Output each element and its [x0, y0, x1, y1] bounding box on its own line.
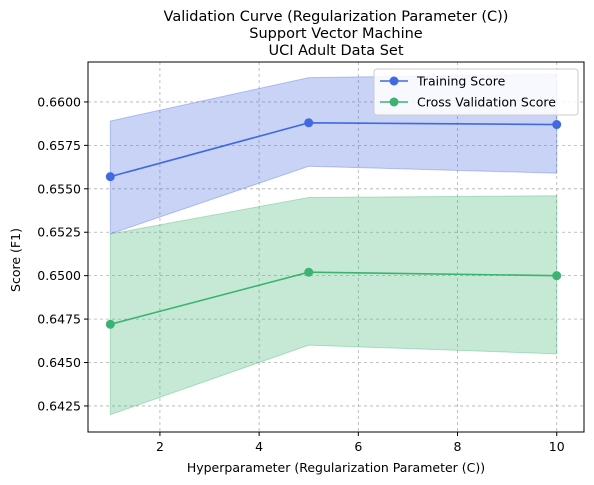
- chart-title: Validation Curve (Regularization Paramet…: [164, 9, 509, 59]
- plot-frame: [87, 61, 585, 433]
- legend-entry-label: Training Score: [416, 74, 506, 89]
- legend: Training Score Cross Validation Score: [373, 68, 579, 116]
- axis-ticks: 2 4 6 8 10 0.6425 0.6450 0.6475 0.6500 0.6525 0.65…: [37, 94, 564, 454]
- legend-marker-swatch: [389, 76, 399, 86]
- chart-title-line-2: Support Vector Machine: [249, 26, 423, 42]
- confidence-band-series-2: [109, 195, 558, 416]
- y-tick-label: 0.6450: [37, 355, 81, 370]
- series-lines: [105, 118, 562, 329]
- data-point-series-2: [304, 267, 314, 277]
- chart-title-line-3: UCI Adult Data Set: [268, 43, 403, 59]
- confidence-bands: [109, 73, 558, 416]
- x-tick-label: 4: [255, 439, 263, 454]
- data-point-series-1: [105, 172, 115, 182]
- data-point-series-2: [552, 271, 562, 281]
- x-tick-label: 6: [354, 439, 362, 454]
- x-tick-label: 8: [454, 439, 462, 454]
- y-tick-label: 0.6475: [37, 312, 81, 327]
- y-tick-label: 0.6550: [37, 181, 81, 196]
- y-tick-label: 0.6575: [37, 138, 81, 153]
- chart-title-line-1: Validation Curve (Regularization Paramet…: [164, 9, 509, 25]
- legend-box: [373, 68, 579, 116]
- x-tick-label: 2: [156, 439, 164, 454]
- data-point-series-1: [552, 120, 562, 130]
- x-axis-label: Hyperparameter (Regularization Parameter…: [187, 460, 485, 475]
- data-point-series-2: [105, 319, 115, 329]
- data-point-series-1: [304, 118, 314, 128]
- y-tick-label: 0.6425: [37, 398, 81, 413]
- x-tick-label: 10: [549, 439, 565, 454]
- y-tick-label: 0.6525: [37, 225, 81, 240]
- y-axis-label: Score (F1): [8, 228, 23, 292]
- y-tick-label: 0.6500: [37, 268, 81, 283]
- y-tick-label: 0.6600: [37, 94, 81, 109]
- legend-marker-swatch: [389, 97, 399, 107]
- legend-entry-label: Cross Validation Score: [417, 95, 556, 110]
